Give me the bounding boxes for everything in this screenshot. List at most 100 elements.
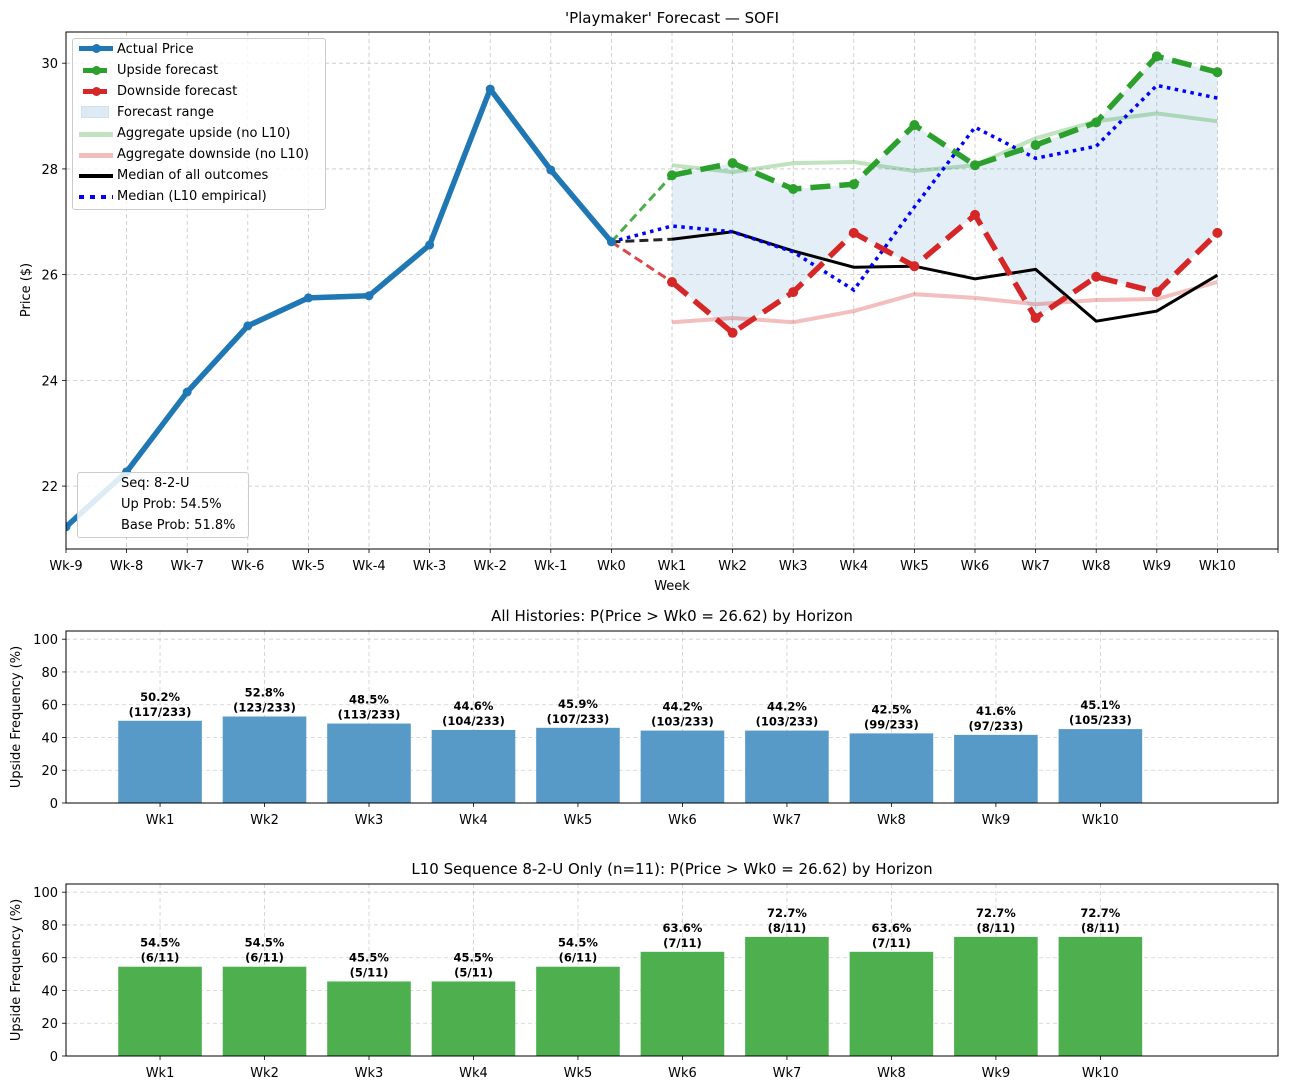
bar — [536, 727, 620, 803]
x-tick-label: Wk5 — [564, 1066, 593, 1081]
legend-swatch — [81, 106, 109, 118]
x-tick-label: Wk4 — [839, 559, 868, 574]
x-tick-label: Wk-6 — [231, 559, 264, 574]
legend-label: Median of all outcomes — [117, 168, 269, 183]
y-tick-label: 28 — [41, 163, 58, 178]
actual-price-point — [485, 84, 495, 94]
sequence-label: Seq: 8-2-U — [121, 476, 190, 491]
bar-label-count: (105/233) — [1069, 713, 1132, 727]
legend-label: Forecast range — [117, 105, 214, 120]
x-axis-ticks: Wk1 Wk2 Wk3 Wk4 Wk5 Wk6 Wk7 Wk8 Wk9 Wk10 — [146, 803, 1119, 828]
legend-label: Upside forecast — [117, 63, 219, 78]
downside-point — [1030, 312, 1041, 323]
chart-title: 'Playmaker' Forecast — SOFI — [565, 9, 779, 27]
downside-point — [848, 227, 859, 238]
legend-item-upside-forecast: Upside forecast — [73, 62, 325, 82]
legend-item-median-all: Median of all outcomes — [73, 167, 325, 187]
bar — [954, 936, 1038, 1056]
x-tick-label: Wk9 — [982, 813, 1011, 828]
bar — [954, 734, 1038, 803]
forecast-line-chart: 'Playmaker' Forecast — SOFI 22 24 26 28 30 W… — [19, 9, 1279, 594]
forecast-range-area — [672, 56, 1218, 333]
bar-label-pct: 72.7% — [1080, 906, 1120, 920]
x-tick-label: Wk9 — [982, 1066, 1011, 1081]
downside-point — [788, 287, 799, 298]
bar-label-count: (5/11) — [350, 965, 389, 979]
bar — [849, 951, 934, 1056]
y-tick-label: 22 — [41, 480, 58, 495]
legend-swatch — [79, 174, 113, 178]
upside-point — [1091, 117, 1102, 128]
downside-point — [909, 261, 920, 272]
x-tick-label: Wk4 — [459, 1066, 488, 1081]
x-tick-label: Wk-4 — [352, 559, 385, 574]
bar — [640, 951, 725, 1056]
x-tick-label: Wk1 — [146, 813, 175, 828]
bar-label-pct: 54.5% — [558, 936, 598, 950]
x-tick-label: Wk9 — [1142, 559, 1171, 574]
bar — [327, 723, 411, 803]
legend-item-aggregate-upside: Aggregate upside (no L10) — [73, 125, 325, 145]
bar-label-count: (103/233) — [756, 715, 819, 729]
x-axis-ticks: Wk-9 Wk-8 Wk-7 Wk-6 Wk-5 Wk-4 Wk-3 Wk-2 Wk-1 Wk0 W… — [49, 549, 1279, 574]
bar-labels: 50.2%(117/233) 52.8%(123/233) 48.5%(113/23… — [129, 686, 1132, 733]
y-axis-label: Price ($) — [19, 263, 34, 317]
bar — [1058, 936, 1143, 1056]
upside-point — [1030, 140, 1041, 151]
aggregate-downside-line — [671, 280, 1218, 325]
legend-item-median-l10: Median (L10 empirical) — [73, 188, 325, 208]
bar-label-count: (5/11) — [454, 965, 493, 979]
y-tick-label: 26 — [41, 269, 58, 284]
bar-label-pct: 52.8% — [245, 686, 285, 700]
x-tick-label: Wk-2 — [474, 559, 507, 574]
upside-point — [1151, 51, 1162, 62]
bar — [431, 729, 516, 803]
bar-label-count: (6/11) — [245, 951, 284, 965]
bar-label-count: (117/233) — [129, 705, 192, 719]
upside-point — [909, 120, 920, 131]
bars — [118, 716, 1143, 803]
bar — [1058, 729, 1143, 803]
x-tick-label: Wk3 — [355, 1066, 384, 1081]
x-tick-label: Wk-8 — [110, 559, 143, 574]
upside-point — [727, 158, 738, 169]
x-tick-label: Wk8 — [877, 1066, 906, 1081]
legend-label: Downside forecast — [117, 84, 238, 99]
actual-price-line — [66, 86, 614, 529]
downside-connector — [610, 240, 673, 284]
x-tick-label: Wk7 — [773, 813, 802, 828]
bar-label-count: (7/11) — [872, 936, 911, 950]
bar — [640, 730, 725, 803]
x-tick-label: Wk5 — [900, 559, 929, 574]
actual-price-point — [364, 291, 374, 301]
all-histories-bar-chart: All Histories: P(Price > Wk0 = 26.62) by… — [9, 607, 1279, 828]
bar-label-pct: 45.5% — [454, 950, 494, 964]
bar-label-count: (97/233) — [969, 719, 1024, 733]
y-tick-label: 100 — [33, 633, 58, 648]
x-tick-label: Wk6 — [961, 559, 990, 574]
upside-connector — [610, 174, 674, 243]
downside-point — [1091, 271, 1102, 282]
x-tick-label: Wk10 — [1199, 559, 1236, 574]
bar-label-pct: 45.1% — [1080, 698, 1120, 712]
x-tick-label: Wk-5 — [292, 559, 325, 574]
bar-label-pct: 42.5% — [871, 702, 911, 716]
actual-price-point — [546, 165, 556, 175]
x-tick-label: Wk-7 — [171, 559, 204, 574]
chart-title: L10 Sequence 8-2-U Only (n=11): P(Price … — [411, 860, 932, 878]
bar-label-pct: 72.7% — [767, 906, 807, 920]
x-tick-label: Wk4 — [459, 813, 488, 828]
bar-label-pct: 72.7% — [976, 906, 1016, 920]
x-tick-label: Wk2 — [250, 813, 279, 828]
chart-title: All Histories: P(Price > Wk0 = 26.62) by… — [491, 607, 853, 625]
downside-point — [1212, 227, 1223, 238]
x-tick-label: Wk7 — [773, 1066, 802, 1081]
y-tick-label: 60 — [41, 699, 58, 714]
sequence-info-box: Seq: 8-2-U Up Prob: 54.5% Base Prob: 51.… — [77, 472, 249, 538]
bar-label-pct: 48.5% — [349, 693, 389, 707]
downside-point — [1151, 287, 1162, 298]
legend: Actual Price Upside forecast Downside fo… — [72, 38, 326, 210]
x-tick-label: Wk0 — [597, 559, 626, 574]
bar-label-pct: 63.6% — [871, 921, 911, 935]
bar-label-count: (8/11) — [977, 921, 1016, 935]
